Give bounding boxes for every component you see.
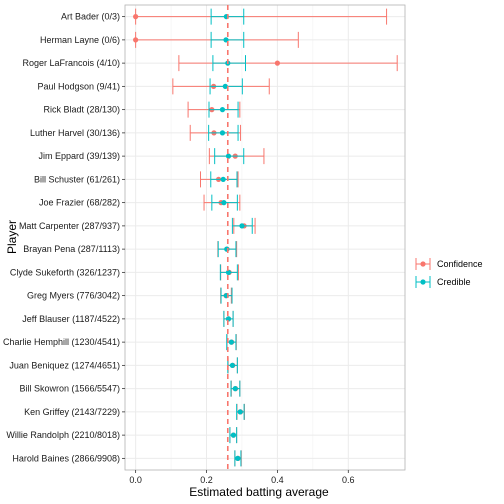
y-tick-label: Herman Layne (0/6): [40, 35, 120, 45]
series-credible: [208, 8, 253, 467]
point: [239, 223, 245, 229]
y-tick-label: Paul Hodgson (9/41): [37, 81, 120, 91]
plot-panel: [124, 4, 406, 471]
legend-key-point: [420, 261, 426, 267]
point: [274, 60, 281, 66]
point: [133, 14, 139, 20]
y-tick-label: Clyde Sukeforth (326/1237): [10, 267, 120, 277]
y-tick-label: Bill Skowron (1566/5547): [19, 384, 120, 394]
legend-key-point: [420, 279, 426, 285]
y-tick-label: Greg Myers (776/3042): [27, 291, 120, 301]
x-axis-title: Estimated batting average: [189, 485, 329, 499]
y-tick-label: Luther Harvel (30/136): [30, 128, 120, 138]
y-tick-label: Joe Frazier (68/282): [39, 198, 120, 208]
legend: Confidence Credible: [415, 258, 483, 288]
y-tick-label: Bill Schuster (61/261): [34, 174, 120, 184]
point: [220, 176, 226, 182]
y-tick-label: Ken Griffey (2143/7229): [24, 407, 120, 417]
y-axis-title: Player: [5, 220, 19, 254]
point: [222, 83, 228, 89]
y-tick-label: Charlie Hemphill (1230/4541): [3, 337, 120, 347]
y-tick-label: Jim Eppard (39/139): [38, 151, 120, 161]
point: [219, 130, 226, 136]
y-tick-label: Art Bader (0/3): [61, 12, 120, 22]
y-tick-label: Juan Beniquez (1274/4651): [9, 360, 120, 370]
point: [229, 362, 235, 368]
point: [133, 37, 139, 43]
point: [221, 200, 227, 206]
point: [225, 269, 232, 275]
plot-border: [124, 4, 406, 471]
point: [219, 107, 226, 113]
x-tick-label: 0.6: [342, 475, 355, 485]
y-tick-label: Matt Carpenter (287/937): [19, 221, 120, 231]
point: [232, 386, 238, 392]
point: [228, 339, 234, 345]
point: [237, 409, 243, 415]
y-tick-label: Harold Baines (2866/9908): [12, 453, 120, 463]
point: [225, 153, 232, 159]
plot-area: [125, 5, 405, 470]
x-axis: 0.0 0.2 0.4 0.6: [129, 470, 355, 485]
y-tick-label: Brayan Pena (287/1113): [23, 244, 120, 254]
legend-label: Confidence: [437, 259, 483, 269]
y-tick-label: Roger LaFrancois (4/10): [22, 58, 120, 68]
x-tick-label: 0.0: [129, 475, 142, 485]
legend-label: Credible: [437, 277, 471, 287]
y-tick-label: Jeff Blauser (1187/4522): [22, 314, 120, 324]
y-tick-label: Rick Bladt (28/130): [43, 105, 120, 115]
chart-marks: [133, 5, 398, 470]
x-tick-label: 0.2: [200, 475, 213, 485]
x-tick-label: 0.4: [271, 475, 284, 485]
y-axis: Art Bader (0/3) Herman Layne (0/6) Roger L…: [3, 12, 125, 463]
y-tick-label: Willie Randolph (2210/8018): [6, 430, 120, 440]
point: [230, 432, 237, 438]
point: [235, 455, 241, 461]
